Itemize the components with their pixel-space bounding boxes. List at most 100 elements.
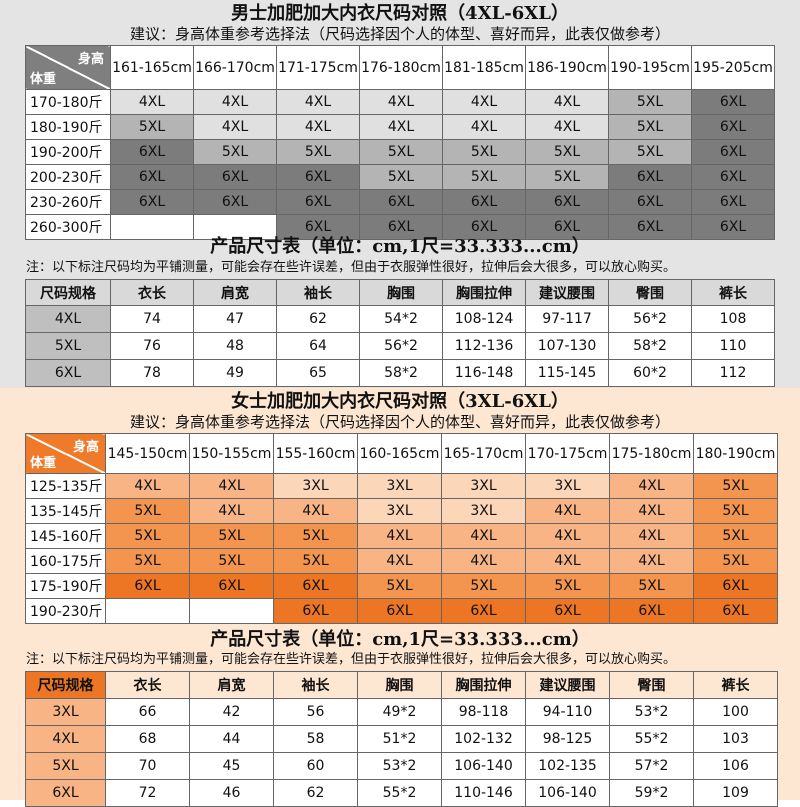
women-product-value-cell: 68	[105, 725, 190, 753]
women-product-value-cell: 62	[273, 779, 358, 807]
men-corner-cell: 身高 体重	[25, 45, 111, 90]
men-weight-row: 200-230斤 6XL 6XL 6XL 5XL 5XL 5XL 6XL 6XL	[25, 164, 775, 190]
women-size-cell: 3XL	[441, 473, 526, 499]
men-size-cell: 5XL	[193, 139, 277, 165]
men-size-cell: 4XL	[442, 89, 526, 115]
men-product-value-cell: 107-130	[525, 332, 609, 360]
men-size-cell: 6XL	[276, 189, 360, 215]
men-size-cell: 4XL	[359, 114, 443, 140]
men-size-cell: 4XL	[110, 89, 194, 115]
men-size-cell: 6XL	[276, 214, 360, 240]
women-size-cell: 6XL	[525, 598, 610, 624]
men-weight-row: 260-300斤 6XL 6XL 6XL 6XL 6XL 6XL	[25, 214, 775, 240]
men-advice: 建议：身高体重参考选择法（尺码选择因个人的体型、喜好而异，此表仅做参考）	[129, 25, 670, 43]
men-size-cell: 5XL	[608, 89, 692, 115]
men-height-header-cell: 190-195cm	[608, 45, 692, 90]
women-size-cell: 6XL	[105, 573, 190, 599]
women-product-value-cell: 98-118	[441, 698, 526, 726]
women-product-value-cell: 53*2	[357, 752, 442, 780]
women-product-size-cell: 6XL	[25, 779, 106, 807]
men-height-header-cell: 181-185cm	[442, 45, 526, 90]
women-height-header-cell: 175-180cm	[609, 433, 694, 474]
men-height-header-cell: 195-205cm	[691, 45, 775, 90]
men-size-cell: 6XL	[359, 189, 443, 215]
men-product-value-cell: 65	[276, 359, 360, 387]
women-weight-row: 145-160斤 5XL 5XL 5XL 4XL 4XL 4XL 4XL 5XL	[25, 523, 778, 549]
women-size-cell: 4XL	[273, 498, 358, 524]
men-product-value-cell: 58*2	[608, 332, 692, 360]
women-product-value-cell: 106-140	[441, 752, 526, 780]
women-product-row: 5XL 70 45 60 53*2 106-140 102-135 57*2 106	[25, 752, 778, 780]
men-size-cell: 6XL	[691, 164, 775, 190]
women-size-cell: 4XL	[189, 498, 274, 524]
women-product-header-cell: 袖长	[273, 671, 358, 699]
women-size-cell: 5XL	[189, 523, 274, 549]
men-size-cell: 4XL	[442, 114, 526, 140]
men-product-value-cell: 108-124	[442, 305, 526, 333]
women-size-cell: 6XL	[273, 598, 358, 624]
women-size-cell: 4XL	[441, 548, 526, 574]
men-height-header-cell: 161-165cm	[110, 45, 194, 90]
women-product-value-cell: 44	[189, 725, 274, 753]
men-size-cell: 5XL	[608, 114, 692, 140]
men-size-cell: 6XL	[525, 189, 609, 215]
men-size-cell: 6XL	[193, 164, 277, 190]
men-product-header-cell: 衣长	[110, 279, 194, 306]
women-product-value-cell: 56	[273, 698, 358, 726]
men-product-value-cell: 56*2	[608, 305, 692, 333]
men-product-header-cell: 袖长	[276, 279, 360, 306]
women-height-header-cell: 150-155cm	[189, 433, 274, 474]
women-size-cell: 4XL	[525, 498, 610, 524]
women-weight-row: 135-145斤 5XL 4XL 4XL 3XL 3XL 4XL 4XL 5XL	[25, 498, 778, 524]
women-product-row: 6XL 72 46 62 55*2 110-146 106-140 59*2 109	[25, 779, 778, 807]
men-product-value-cell: 47	[193, 305, 277, 333]
women-size-cell: 5XL	[693, 498, 778, 524]
women-size-table: 身高 体重 145-150cm 150-155cm 155-160cm 160-165…	[25, 433, 778, 624]
women-product-header-cell: 臀围	[609, 671, 694, 699]
men-size-cell: 4XL	[525, 89, 609, 115]
men-size-cell: 4XL	[359, 89, 443, 115]
women-product-header-cell: 建议腰围	[525, 671, 610, 699]
women-size-cell: 5XL	[357, 573, 442, 599]
women-product-row: 3XL 66 42 56 49*2 98-118 94-110 53*2 100	[25, 698, 778, 726]
men-size-cell: 5XL	[442, 139, 526, 165]
men-size-cell: 6XL	[110, 164, 194, 190]
women-product-value-cell: 55*2	[609, 725, 694, 753]
men-product-value-cell: 74	[110, 305, 194, 333]
women-weight-cell: 160-175斤	[25, 548, 106, 574]
men-size-cell: 6XL	[691, 214, 775, 240]
women-product-value-cell: 58	[273, 725, 358, 753]
women-product-row: 4XL 68 44 58 51*2 102-132 98-125 55*2 103	[25, 725, 778, 753]
men-product-header-cell: 胸围	[359, 279, 443, 306]
women-product-value-cell: 55*2	[357, 779, 442, 807]
women-product-size-cell: 5XL	[25, 752, 106, 780]
women-weight-cell: 135-145斤	[25, 498, 106, 524]
men-product-value-cell: 49	[193, 359, 277, 387]
women-note: 注：以下标注尺码均为平铺测量，可能会存在些许误差，但由于衣服弹性很好，拉伸后会大…	[26, 652, 677, 667]
women-product-value-cell: 57*2	[609, 752, 694, 780]
women-product-value-cell: 106	[693, 752, 778, 780]
women-weight-cell: 175-190斤	[25, 573, 106, 599]
women-height-header-cell: 155-160cm	[273, 433, 358, 474]
men-note: 注：以下标注尺码均为平铺测量，可能会存在些许误差，但由于衣服弹性很好，拉伸后会大…	[26, 260, 677, 275]
men-size-cell: 6XL	[691, 114, 775, 140]
women-height-header-cell: 145-150cm	[105, 433, 190, 474]
men-weight-cell: 260-300斤	[25, 214, 111, 240]
women-height-header-cell: 180-190cm	[693, 433, 778, 474]
men-product-value-cell: 54*2	[359, 305, 443, 333]
men-product-size-cell: 5XL	[25, 332, 111, 360]
men-size-cell: 5XL	[110, 114, 194, 140]
men-weight-cell: 190-200斤	[25, 139, 111, 165]
women-size-cell: 4XL	[609, 498, 694, 524]
men-product-value-cell: 76	[110, 332, 194, 360]
men-size-cell: 6XL	[608, 214, 692, 240]
men-height-header-cell: 166-170cm	[193, 45, 277, 90]
women-product-value-cell: 66	[105, 698, 190, 726]
men-size-cell: 5XL	[276, 139, 360, 165]
men-weight-cell: 230-260斤	[25, 189, 111, 215]
men-product-value-cell: 60*2	[608, 359, 692, 387]
women-size-cell: 3XL	[525, 473, 610, 499]
women-weight-cell: 145-160斤	[25, 523, 106, 549]
men-product-header-cell: 肩宽	[193, 279, 277, 306]
men-height-header-cell: 186-190cm	[525, 45, 609, 90]
